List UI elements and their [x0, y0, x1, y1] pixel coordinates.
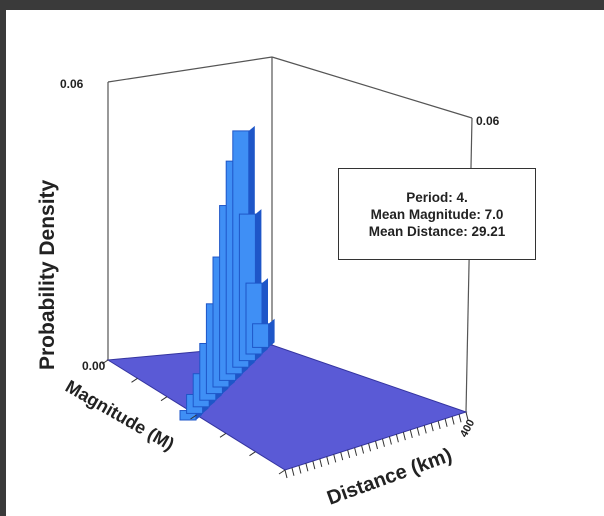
- distance-tick: [409, 429, 413, 438]
- distance-tick: [284, 469, 288, 479]
- annotation-box: Period: 4. Mean Magnitude: 7.0 Mean Dist…: [338, 168, 536, 260]
- annotation-mean-distance: Mean Distance: 29.21: [368, 223, 506, 239]
- distance-tick: [381, 438, 385, 447]
- distance-tick: [444, 418, 448, 427]
- back-top-edge: [107, 56, 273, 83]
- magnitude-ticks: [101, 359, 286, 475]
- annotation-period: Period: 4.: [406, 189, 468, 205]
- distance-tick: [305, 463, 309, 472]
- density-bar-side: [268, 318, 275, 348]
- magnitude-tick: [160, 396, 168, 402]
- magnitude-tick: [219, 432, 227, 438]
- axes-box: [107, 56, 473, 413]
- distance-tick: [368, 443, 372, 452]
- distance-tick: [451, 416, 455, 425]
- magnitude-tick: [249, 451, 256, 457]
- floor-plane: [106, 344, 468, 471]
- distance-tick: [354, 447, 358, 456]
- magnitude-tick: [101, 359, 109, 365]
- distance-ticks: [284, 411, 469, 479]
- bar-ridge: [179, 125, 275, 421]
- distance-tick: [465, 411, 469, 421]
- density-bar: [252, 323, 270, 348]
- distance-tick: [312, 460, 316, 470]
- magnitude-tick: [131, 377, 138, 383]
- distance-tick: [416, 427, 420, 436]
- annotation-mean-magnitude: Mean Magnitude: 7.0: [370, 206, 504, 222]
- distance-tick: [375, 440, 378, 450]
- distance-tick: [395, 434, 399, 443]
- distance-tick: [437, 420, 441, 430]
- right-top-edge: [271, 56, 473, 119]
- distance-tick: [430, 423, 434, 432]
- distance-tick: [347, 449, 351, 459]
- distance-tick: [361, 445, 365, 454]
- y-axis-title: Distance (km): [324, 444, 455, 510]
- right-vertical: [465, 117, 473, 413]
- distance-tick: [402, 431, 406, 441]
- distance-tick: [333, 454, 337, 463]
- distance-tick: [388, 436, 392, 445]
- magnitude-tick: [278, 469, 286, 475]
- z-tick-top: 0.06: [60, 77, 84, 91]
- distance-tick: [423, 425, 427, 434]
- z-tick-bottom: 0.00: [82, 359, 106, 373]
- z-tick-right: 0.06: [476, 114, 500, 128]
- z-axis-title: Probability Density: [36, 179, 59, 370]
- distance-tick: [340, 452, 344, 461]
- distance-tick: [458, 414, 462, 423]
- magnitude-tick: [190, 414, 197, 420]
- distance-tick: [319, 458, 323, 467]
- distance-tick: [326, 456, 330, 465]
- distance-tick: [291, 467, 295, 476]
- distance-tick: [298, 465, 302, 474]
